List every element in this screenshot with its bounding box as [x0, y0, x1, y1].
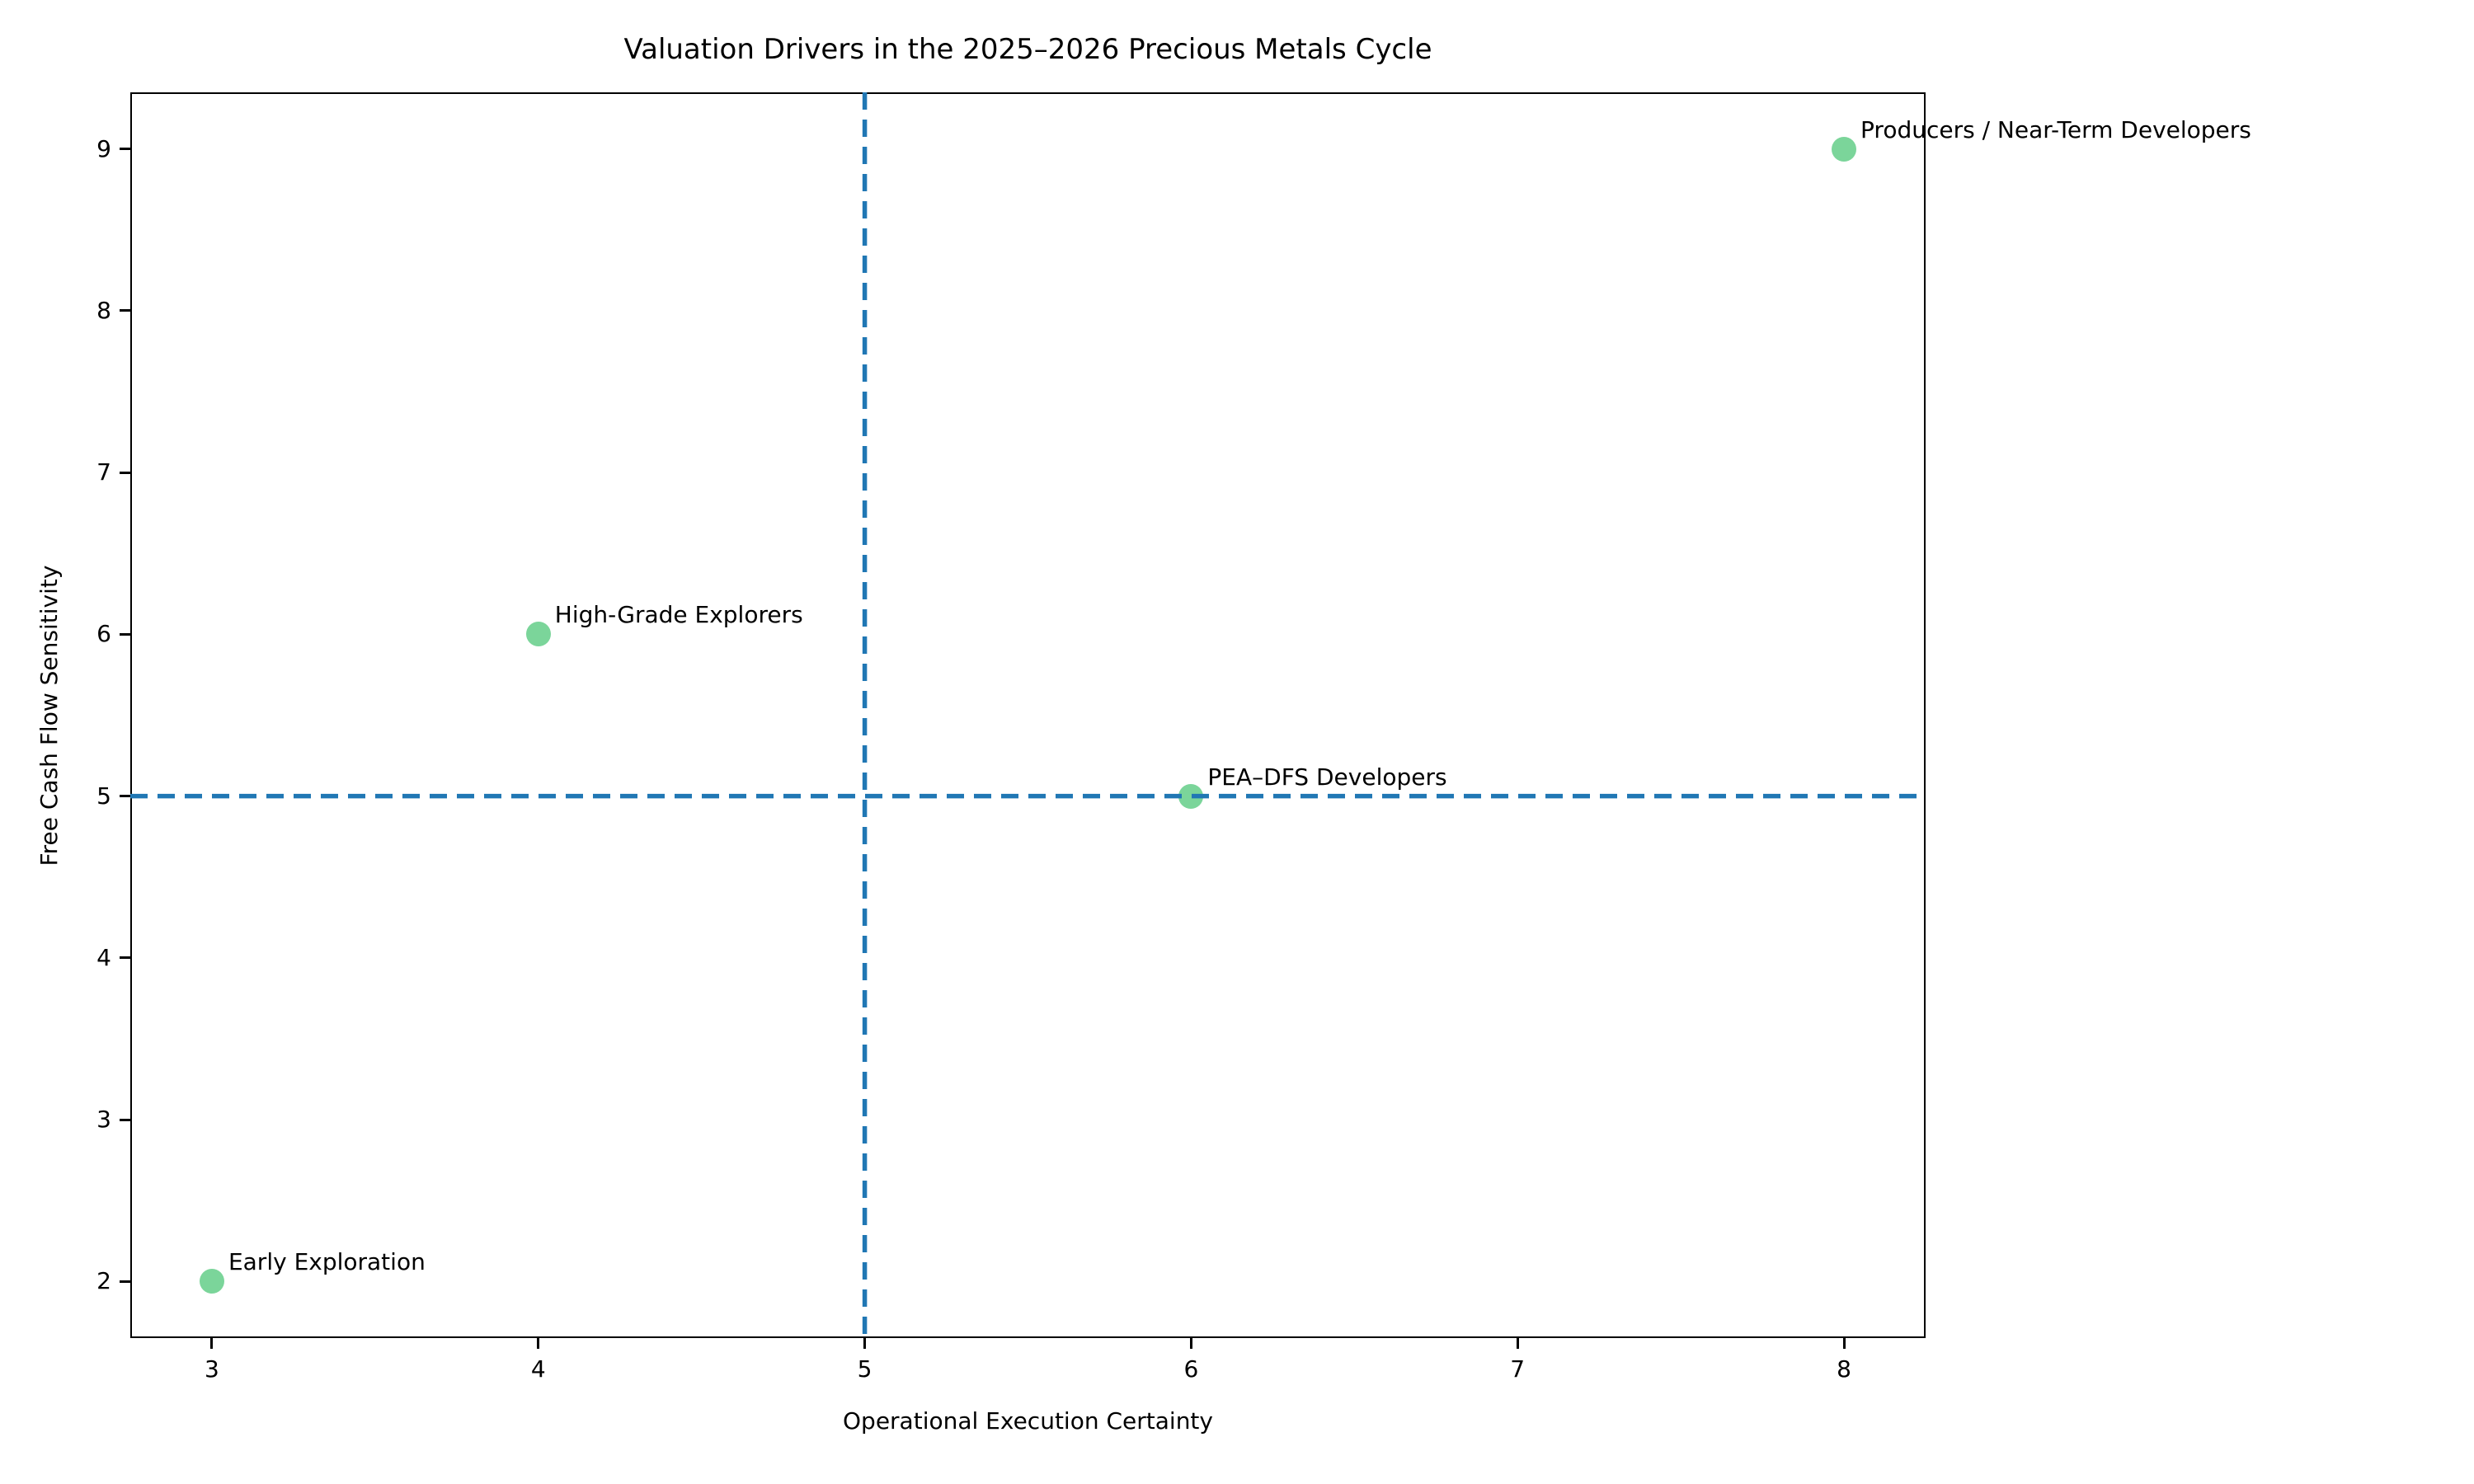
y-tick-mark: [120, 471, 130, 474]
y-tick-label: 8: [96, 296, 111, 324]
y-tick-mark: [120, 795, 130, 798]
y-tick-mark: [120, 1280, 130, 1283]
reference-lines: [130, 92, 1926, 1338]
point-label: PEA–DFS Developers: [1207, 763, 1447, 791]
point-label: Producers / Near-Term Developers: [1860, 115, 2251, 143]
x-tick-mark: [863, 1338, 867, 1349]
y-tick-label: 2: [96, 1267, 111, 1295]
y-tick-label: 3: [96, 1106, 111, 1134]
plot-area: [130, 92, 1926, 1338]
y-tick-label: 6: [96, 620, 111, 648]
x-tick-label: 8: [1837, 1355, 1851, 1383]
y-tick-label: 5: [96, 782, 111, 810]
chart-title: Valuation Drivers in the 2025–2026 Preci…: [623, 33, 1432, 66]
y-tick-mark: [120, 309, 130, 312]
y-tick-mark: [120, 956, 130, 960]
x-tick-mark: [210, 1338, 214, 1349]
x-tick-mark: [1516, 1338, 1519, 1349]
x-tick-mark: [1842, 1338, 1846, 1349]
data-point: [525, 622, 551, 647]
x-tick-label: 5: [857, 1355, 872, 1383]
y-tick-label: 7: [96, 458, 111, 486]
point-label: High-Grade Explorers: [554, 601, 803, 629]
y-tick-mark: [120, 148, 130, 151]
x-tick-mark: [537, 1338, 540, 1349]
x-axis-label: Operational Execution Certainty: [843, 1407, 1213, 1435]
x-tick-label: 7: [1510, 1355, 1526, 1383]
y-tick-mark: [120, 1118, 130, 1121]
y-tick-mark: [120, 632, 130, 636]
y-axis-label: Free Cash Flow Sensitivity: [35, 565, 63, 866]
data-point: [199, 1269, 224, 1294]
x-tick-mark: [1189, 1338, 1192, 1349]
x-tick-label: 6: [1183, 1355, 1199, 1383]
data-point: [1832, 136, 1857, 162]
y-tick-label: 9: [96, 134, 111, 162]
x-tick-label: 3: [205, 1355, 219, 1383]
y-tick-label: 4: [96, 943, 111, 971]
point-label: Early Exploration: [228, 1248, 426, 1276]
x-tick-label: 4: [530, 1355, 546, 1383]
